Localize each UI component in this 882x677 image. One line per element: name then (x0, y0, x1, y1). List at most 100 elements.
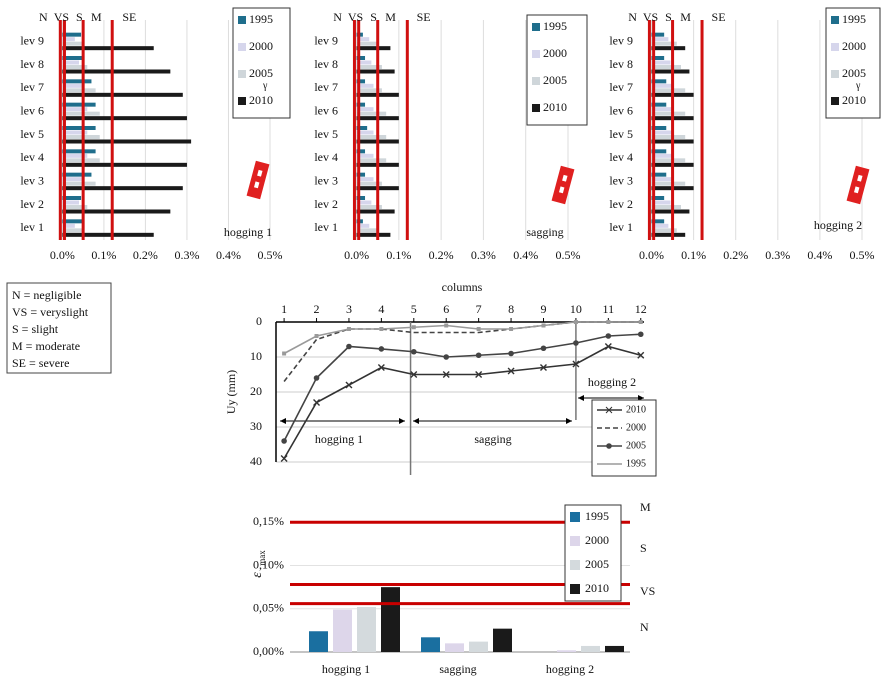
x-tick-label: sagging (439, 662, 476, 676)
chart-label: sagging (526, 225, 563, 239)
legend-label: 1995 (543, 19, 567, 33)
legend-label: 2010 (249, 93, 273, 107)
marker (573, 320, 578, 324)
legend-label: 1995 (249, 12, 273, 26)
y-tick-label: 0,10% (253, 557, 284, 571)
marker (410, 371, 418, 378)
y-tick-label: lev 1 (314, 220, 338, 234)
icon-part (253, 181, 260, 189)
y-tick-label: lev 6 (314, 103, 338, 117)
bar (651, 209, 690, 214)
legend-swatch (570, 560, 580, 570)
marker (281, 438, 287, 444)
y-tick-label: lev 7 (609, 80, 633, 94)
y-axis-title: Uy (mm) (224, 370, 238, 414)
marker (346, 327, 351, 331)
legend-swatch (831, 43, 839, 51)
legend-swatch (238, 70, 246, 78)
bar (651, 172, 667, 177)
x-tick-label: 5 (411, 302, 417, 316)
x-tick-label: 0.0% (50, 248, 75, 262)
line-series (283, 321, 641, 355)
y-tick-label: lev 2 (20, 197, 44, 211)
zone-label: S (370, 10, 377, 24)
bar (605, 645, 624, 652)
y-tick-label: lev 8 (20, 57, 44, 71)
x-tick-label: 1 (281, 302, 287, 316)
x-tick-label: 0.4% (216, 248, 241, 262)
x-tick-label: 0.1% (681, 248, 706, 262)
y-tick-label: lev 9 (20, 33, 44, 47)
bar (356, 223, 370, 228)
x-tick-label: 8 (508, 302, 514, 316)
bar (62, 56, 84, 60)
bar (356, 83, 374, 88)
y-tick-label: lev 7 (314, 80, 338, 94)
bar (357, 607, 376, 652)
bar (651, 65, 681, 69)
x-tick-label: 0.4% (807, 248, 832, 262)
legend-label: 2005 (585, 557, 609, 571)
marker (606, 320, 611, 324)
x-tick-label: hogging 1 (322, 662, 370, 676)
y-tick-label: lev 3 (609, 173, 633, 187)
bar (651, 41, 677, 46)
bar (651, 232, 686, 237)
y-tick-label: lev 4 (609, 150, 633, 164)
bar (62, 139, 192, 144)
marker (638, 320, 643, 324)
y-tick-label: lev 5 (609, 127, 633, 141)
x-tick-label: 0.5% (556, 248, 581, 262)
marker (377, 364, 385, 371)
bar (356, 172, 366, 177)
zone-label: N (628, 10, 637, 24)
bar (356, 60, 372, 65)
zone-label: N (39, 10, 48, 24)
bar (557, 650, 576, 652)
legend-label: 2005 (249, 66, 273, 80)
bar (356, 56, 366, 60)
marker (637, 331, 644, 338)
x-tick-label: 0.5% (258, 248, 283, 262)
zone-label: SE (712, 10, 726, 24)
bar (62, 116, 187, 121)
marker (605, 333, 612, 339)
legend-label: 2000 (626, 422, 646, 433)
bar (62, 209, 171, 214)
bar (62, 172, 92, 177)
bar (651, 126, 667, 130)
bar (356, 107, 374, 112)
bar (651, 205, 681, 209)
bar (651, 111, 686, 116)
legend-swatch (532, 77, 540, 85)
bar (493, 628, 512, 652)
bar (651, 32, 665, 37)
legend-label: 2000 (842, 39, 866, 53)
x-tick-label: 4 (378, 302, 384, 316)
chart-label: hogging 2 (814, 218, 862, 232)
annotation: sagging (474, 432, 511, 446)
bar (62, 232, 154, 237)
annotation: hogging 1 (315, 432, 363, 446)
bar (62, 149, 96, 154)
y-tick-label: lev 1 (20, 220, 44, 234)
y-tick-label: 0,05% (253, 601, 284, 615)
legend-swatch (831, 97, 839, 105)
annotation: hogging 2 (588, 375, 636, 389)
bar (62, 162, 187, 167)
x-tick-label: hogging 2 (546, 662, 594, 676)
zone-label: S (76, 10, 83, 24)
building-icon (551, 165, 575, 205)
bar (356, 65, 382, 69)
marker (604, 343, 612, 350)
icon-part (551, 165, 575, 205)
marker (442, 371, 450, 378)
bar (62, 186, 183, 191)
marker (282, 351, 287, 356)
legend-swatch (238, 16, 246, 24)
bar (651, 46, 686, 51)
bar (356, 232, 391, 237)
bar (62, 37, 75, 42)
legend-swatch (570, 584, 580, 594)
